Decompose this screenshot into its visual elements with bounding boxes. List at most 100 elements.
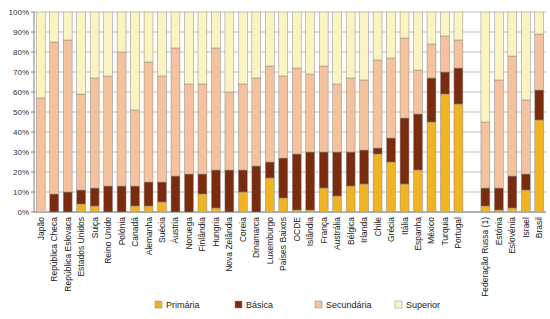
bar-segment [265,162,274,178]
bar-segment [333,12,342,84]
bar-segment [481,122,490,188]
bar-segment [77,204,86,212]
bar-segment [171,12,180,48]
bar-segment [521,100,530,174]
bar-segment [279,158,288,198]
bar-segment [158,182,167,202]
bar-segment [400,12,409,38]
x-tick-label: França [319,217,329,244]
bar-segment [441,12,450,36]
bar-segment [198,84,207,174]
bar-segment [414,70,423,114]
x-tick-label: Itália [400,217,410,235]
x-tick-label: Eslovénia [507,217,517,254]
bar-segment [441,72,450,94]
x-tick-label: Espanha [413,217,423,251]
bar-segment [454,104,463,212]
bar-segment [481,188,490,206]
bar-segment [387,58,396,138]
x-tick-label: Finlândia [197,217,207,252]
y-tick-label: 90% [13,28,29,37]
x-tick-label: Países Baixos [278,217,288,271]
bar-segment [238,192,247,212]
bar-segment [117,52,126,186]
bar-segment [131,12,140,110]
bar-segment [427,122,436,212]
x-tick-label: Coreia [238,217,248,242]
bar-segment [521,12,530,100]
x-tick-label: Bélgica [346,217,356,245]
y-tick-label: 60% [13,88,29,97]
bar-segment [50,12,59,42]
bar-segment [292,154,301,210]
bar-segment [90,206,99,212]
bar-segment [77,12,86,94]
bar-segment [292,68,301,154]
legend-swatch [315,301,322,308]
x-tick-label: República Checa [49,217,59,282]
bars [36,12,543,212]
bar-segment [292,210,301,212]
bar-segment [427,44,436,78]
bar-segment [306,12,315,74]
x-tick-label: Austrália [332,217,342,250]
bar-segment [333,152,342,196]
legend-swatch [395,301,402,308]
bar-segment [171,48,180,176]
x-tick-label: Hungria [211,217,221,247]
y-tick-label: 0% [17,208,29,217]
x-tick-label: México [426,217,436,244]
bar-segment [373,148,382,154]
bar-segment [373,154,382,212]
x-tick-label: Israel [521,217,531,238]
bar-segment [144,206,153,212]
bar-segment [252,78,261,166]
x-tick-label: Alemanha [144,217,154,256]
bar-segment [211,170,220,208]
x-tick-label: Federação Russa (1) [480,217,490,297]
bar-segment [225,170,234,212]
bar-segment [252,166,261,212]
bar-segment [185,12,194,84]
bar-segment [387,162,396,212]
bar-segment [265,178,274,212]
bar-segment [333,196,342,212]
y-tick-label: 50% [13,108,29,117]
y-tick-label: 100% [9,8,29,17]
bar-segment [481,12,490,122]
bar-segment [158,202,167,212]
x-tick-label: Suécia [157,217,167,243]
bar-segment [494,210,503,212]
bar-segment [414,12,423,70]
bar-segment [131,186,140,206]
bar-segment [158,76,167,182]
x-tick-label: Portugal [453,217,463,249]
bar-segment [454,12,463,40]
bar-segment [319,188,328,212]
bar-segment [36,98,45,212]
bar-segment [306,152,315,210]
x-tick-label: República Eslovaca [63,217,73,292]
bar-segment [481,206,490,212]
x-tick-label: Chile [373,217,383,237]
bar-segment [346,152,355,186]
y-tick-label: 10% [13,188,29,197]
bar-segment [63,40,72,192]
x-tick-label: Brasil [534,217,544,238]
bar-segment [198,194,207,212]
bar-segment [90,188,99,206]
bar-segment [306,210,315,212]
bar-segment [117,186,126,212]
bar-segment [36,12,45,98]
bar-segment [494,12,503,80]
x-tick-label: Estados Unidos [76,217,86,277]
bar-segment [441,94,450,212]
bar-segment [279,76,288,158]
bar-segment [211,48,220,170]
x-tick-label: Luxemburgo [265,217,275,265]
bar-segment [63,192,72,212]
bar-segment [400,184,409,212]
bar-segment [77,94,86,190]
bar-segment [454,68,463,104]
bar-segment [360,150,369,184]
